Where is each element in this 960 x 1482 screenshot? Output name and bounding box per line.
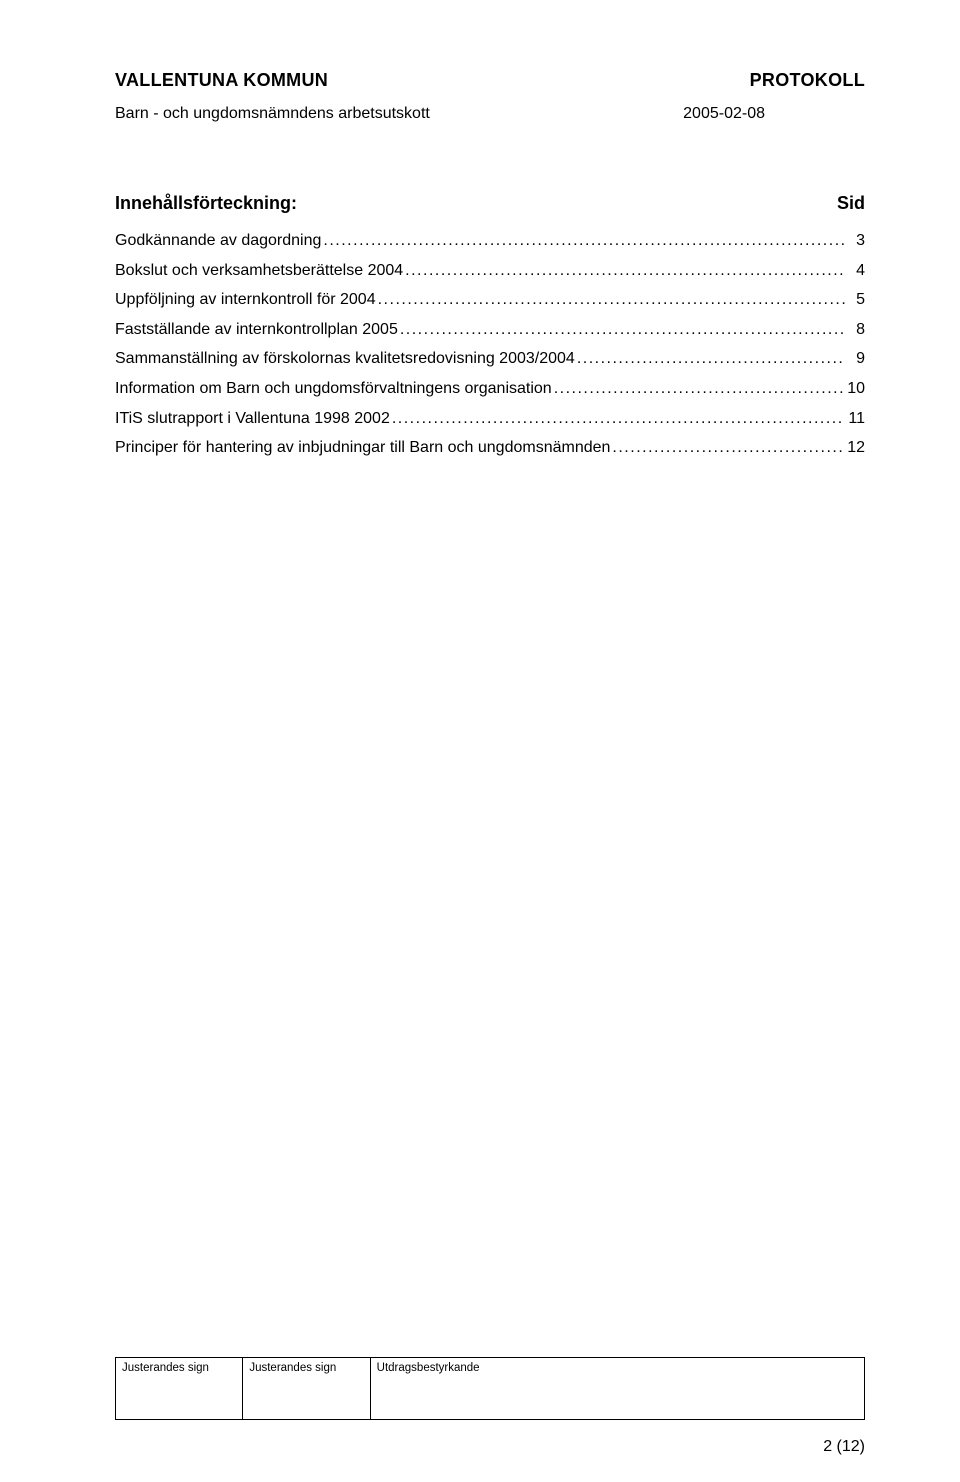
toc-dots: ........................................… xyxy=(398,315,845,345)
toc-item-page: 9 xyxy=(845,344,865,374)
toc-item-page: 5 xyxy=(845,285,865,315)
toc-item-page: 4 xyxy=(845,256,865,286)
subheader-row: Barn - och ungdomsnämndens arbetsutskott… xyxy=(115,105,865,123)
table-of-contents: Innehållsförteckning: Sid Godkännande av… xyxy=(115,193,865,463)
toc-item-label: Principer för hantering av inbjudningar … xyxy=(115,433,610,463)
toc-dots: ........................................… xyxy=(610,433,845,463)
toc-dots: ........................................… xyxy=(390,404,845,434)
header-doc-type: PROTOKOLL xyxy=(750,70,865,91)
toc-item-page: 10 xyxy=(845,374,865,404)
toc-item-page: 3 xyxy=(845,226,865,256)
signature-table: Justerandes sign Justerandes sign Utdrag… xyxy=(115,1357,865,1420)
toc-item: ITiS slutrapport i Vallentuna 1998 2002 … xyxy=(115,404,865,434)
signature-cell-2: Justerandes sign xyxy=(243,1358,370,1420)
subheader-date: 2005-02-08 xyxy=(683,105,865,123)
subheader-committee: Barn - och ungdomsnämndens arbetsutskott xyxy=(115,105,430,123)
header-row: VALLENTUNA KOMMUN PROTOKOLL xyxy=(115,70,865,91)
toc-dots: ........................................… xyxy=(403,256,845,286)
toc-heading-label: Innehållsförteckning: xyxy=(115,193,297,214)
header-org: VALLENTUNA KOMMUN xyxy=(115,70,328,91)
toc-item-label: Fastställande av internkontrollplan 2005 xyxy=(115,315,398,345)
toc-item: Fastställande av internkontrollplan 2005… xyxy=(115,315,865,345)
toc-item-label: Uppföljning av internkontroll för 2004 xyxy=(115,285,376,315)
toc-item: Information om Barn och ungdomsförvaltni… xyxy=(115,374,865,404)
toc-item-page: 11 xyxy=(845,404,865,434)
toc-item-label: Information om Barn och ungdomsförvaltni… xyxy=(115,374,552,404)
toc-item-label: Sammanställning av förskolornas kvalitet… xyxy=(115,344,575,374)
document-page: VALLENTUNA KOMMUN PROTOKOLL Barn - och u… xyxy=(0,0,960,1482)
toc-dots: ........................................… xyxy=(575,344,845,374)
toc-item-page: 8 xyxy=(845,315,865,345)
footer-signature-block: Justerandes sign Justerandes sign Utdrag… xyxy=(115,1357,865,1420)
toc-item-label: Godkännande av dagordning xyxy=(115,226,321,256)
toc-dots: ........................................… xyxy=(552,374,845,404)
toc-item-label: ITiS slutrapport i Vallentuna 1998 2002 xyxy=(115,404,390,434)
toc-item-page: 12 xyxy=(845,433,865,463)
toc-item: Godkännande av dagordning ..............… xyxy=(115,226,865,256)
toc-item-label: Bokslut och verksamhetsberättelse 2004 xyxy=(115,256,403,286)
toc-dots: ........................................… xyxy=(321,226,845,256)
signature-cell-1: Justerandes sign xyxy=(116,1358,243,1420)
toc-dots: ........................................… xyxy=(376,285,845,315)
toc-item: Principer för hantering av inbjudningar … xyxy=(115,433,865,463)
toc-heading-page-label: Sid xyxy=(837,193,865,214)
toc-heading-row: Innehållsförteckning: Sid xyxy=(115,193,865,214)
toc-item: Uppföljning av internkontroll för 2004 .… xyxy=(115,285,865,315)
page-number: 2 (12) xyxy=(823,1438,865,1456)
toc-item: Bokslut och verksamhetsberättelse 2004 .… xyxy=(115,256,865,286)
signature-cell-3: Utdragsbestyrkande xyxy=(370,1358,864,1420)
toc-item: Sammanställning av förskolornas kvalitet… xyxy=(115,344,865,374)
